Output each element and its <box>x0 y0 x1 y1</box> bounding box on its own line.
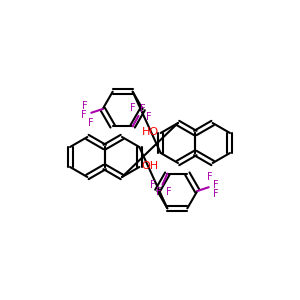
Text: HO: HO <box>142 127 159 137</box>
Text: OH: OH <box>141 161 158 171</box>
Text: F: F <box>82 100 88 110</box>
Text: F: F <box>81 110 86 120</box>
Text: F: F <box>88 118 93 128</box>
Text: F: F <box>156 187 162 197</box>
Text: F: F <box>214 180 219 190</box>
Text: F: F <box>146 112 151 122</box>
Text: F: F <box>140 104 145 114</box>
Text: F: F <box>166 187 172 197</box>
Text: F: F <box>207 172 212 182</box>
Text: F: F <box>150 180 155 190</box>
Text: F: F <box>212 190 218 200</box>
Text: F: F <box>130 103 135 113</box>
